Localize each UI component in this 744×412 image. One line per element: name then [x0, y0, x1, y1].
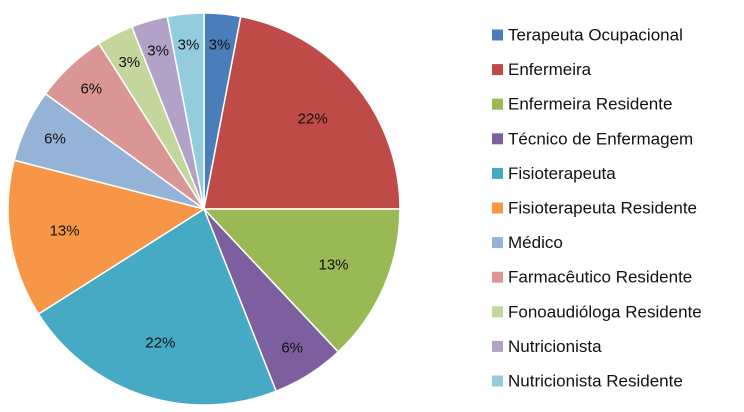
- legend-swatch-4: [492, 167, 503, 179]
- pie-slice-10: [166, 12, 205, 210]
- legend-swatch-3: [492, 133, 503, 145]
- legend-swatch-8: [492, 306, 503, 318]
- legend-label-4: Fisioterapeuta: [508, 164, 616, 183]
- legend-label-8: Fonoaudióloga Residente: [508, 302, 702, 321]
- legend: Terapeuta Ocupacional Enfermeira Enfermeir…: [492, 26, 702, 391]
- data-label-2: 13%: [318, 257, 348, 274]
- pie-slice-2: [202, 208, 401, 353]
- legend-swatch-1: [492, 64, 503, 76]
- legend-label-3: Técnico de Enfermagem: [508, 129, 693, 148]
- legend-swatch-0: [492, 29, 503, 41]
- data-label-6: 6%: [44, 130, 66, 147]
- legend-swatch-5: [492, 202, 503, 214]
- legend-label-5: Fisioterapeuta Residente: [508, 199, 697, 218]
- legend-swatch-9: [492, 340, 503, 352]
- legend-swatch-10: [492, 375, 503, 387]
- legend-label-6: Médico: [508, 233, 563, 252]
- data-label-4: 22%: [145, 335, 175, 352]
- legend-label-7: Farmacêutico Residente: [508, 268, 692, 287]
- pie-slice-4: [37, 207, 278, 406]
- legend-swatch-2: [492, 98, 503, 110]
- legend-swatch-7: [492, 271, 503, 283]
- pie-data-labels: 3% 22% 13% 6% 22% 13% 6% 6% 3% 3% 3%: [44, 37, 348, 357]
- data-label-5: 13%: [50, 223, 80, 240]
- data-label-1: 22%: [298, 111, 328, 128]
- legend-label-2: Enfermeira Residente: [508, 95, 672, 114]
- legend-swatch-6: [492, 237, 503, 249]
- data-label-9: 3%: [147, 42, 169, 59]
- data-label-10: 3%: [178, 37, 200, 54]
- legend-label-9: Nutricionista: [508, 337, 602, 356]
- pie-slice-5: [7, 159, 206, 316]
- legend-label-1: Enfermeira: [508, 60, 592, 79]
- pie-slice-1: [203, 15, 401, 210]
- pie-slices: [7, 12, 401, 406]
- legend-label-0: Terapeuta Ocupacional: [508, 26, 683, 45]
- data-label-8: 3%: [118, 54, 140, 71]
- data-label-7: 6%: [80, 81, 102, 98]
- legend-label-10: Nutricionista Residente: [508, 372, 683, 391]
- data-label-0: 3%: [209, 37, 231, 54]
- data-label-3: 6%: [281, 340, 303, 357]
